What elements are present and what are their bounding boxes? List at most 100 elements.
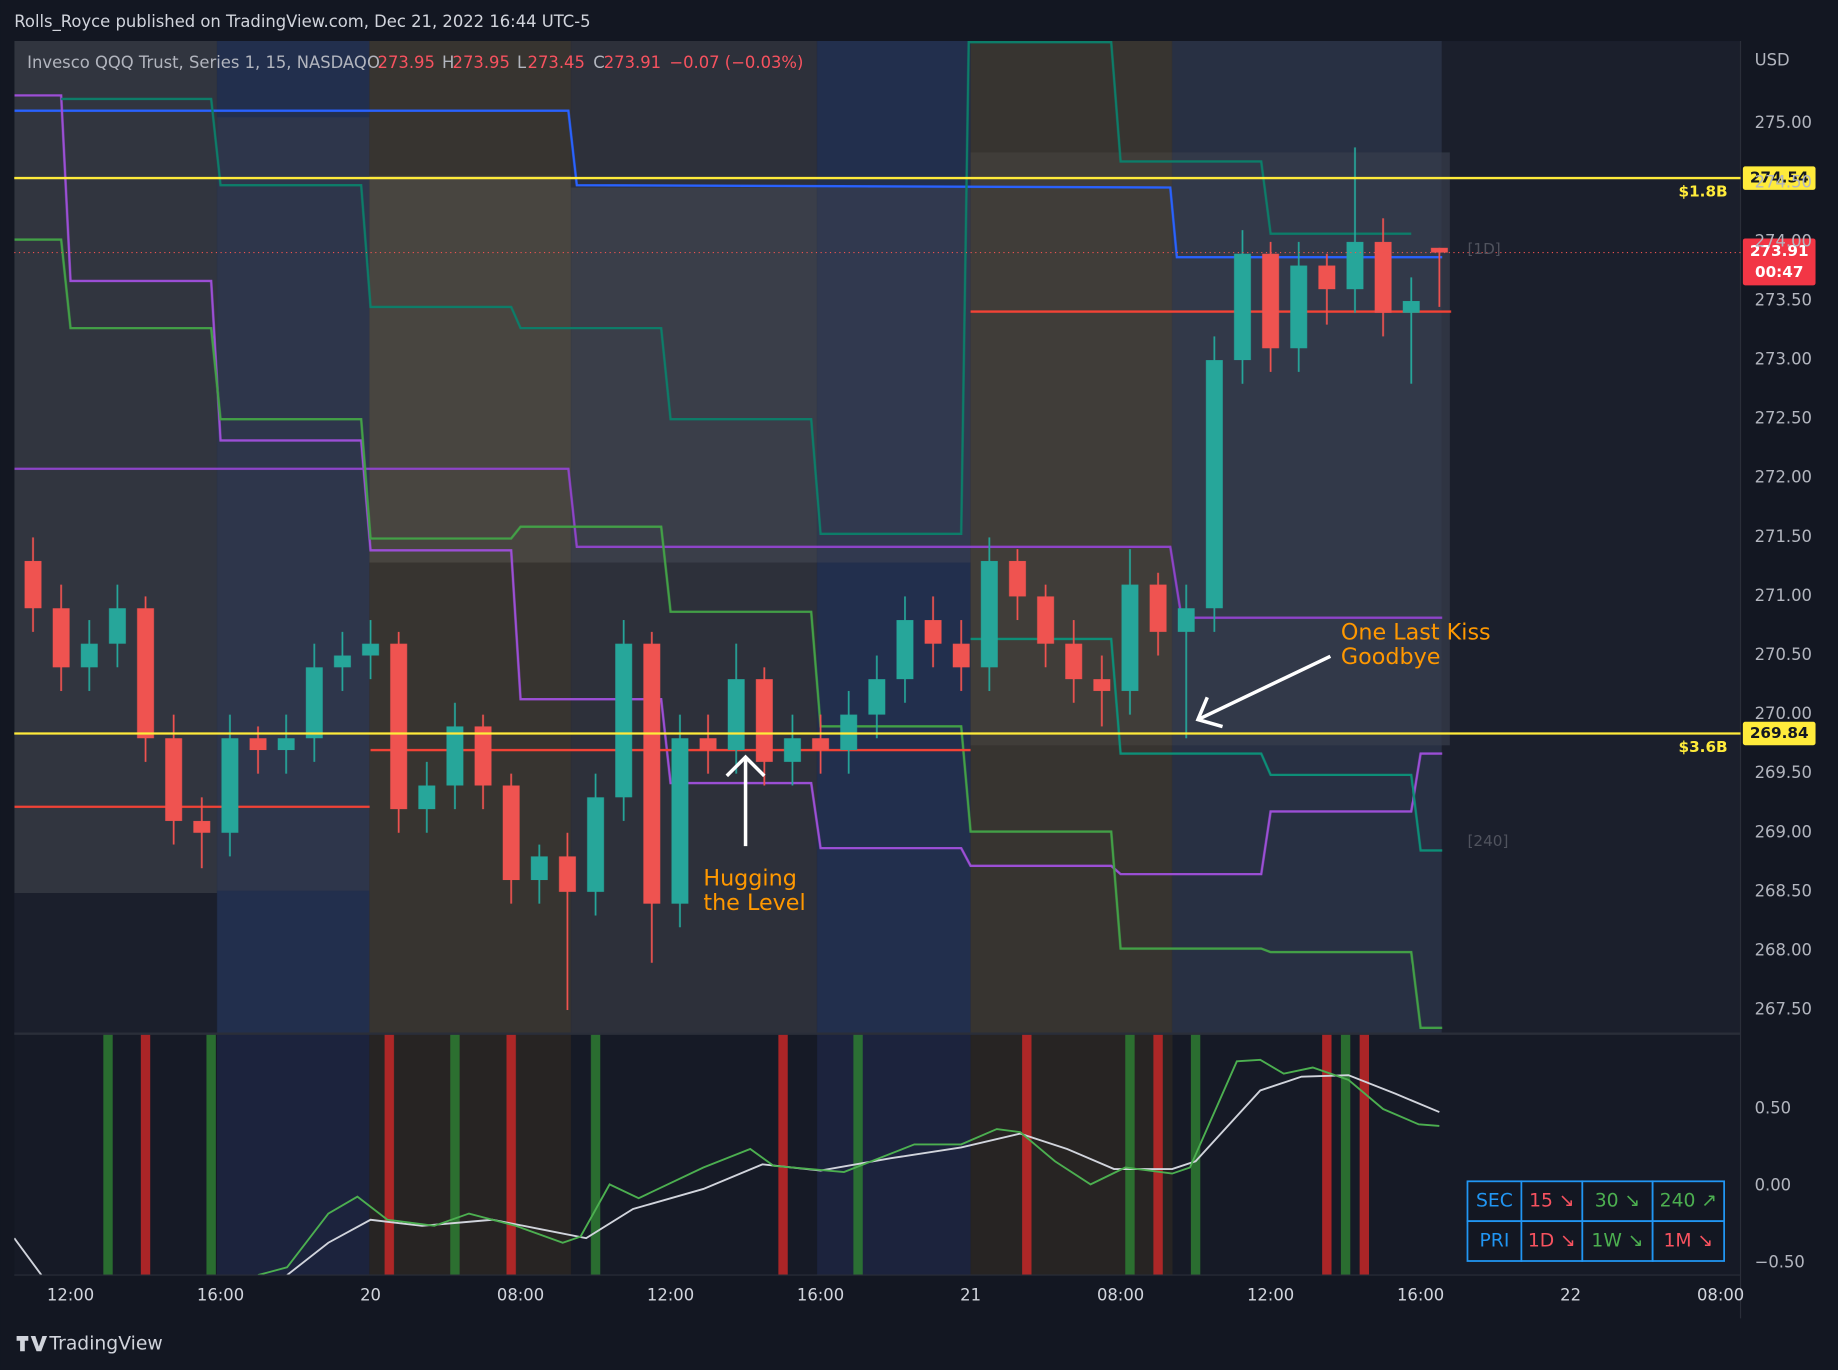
y-tick-label: 271.00 [1755, 586, 1812, 605]
candle-body [671, 738, 689, 904]
candle-body [699, 738, 717, 751]
candle-body [446, 726, 464, 786]
table-cell [1651, 1220, 1726, 1262]
candle-body [1093, 679, 1111, 691]
table-text: SEC [1476, 1191, 1513, 1212]
candle-body [980, 560, 998, 668]
candle-body [755, 679, 773, 762]
table-text: PRI [1479, 1231, 1509, 1252]
indicator-line [257, 1058, 1440, 1276]
candle-body [840, 714, 858, 751]
signal-bar [1322, 1033, 1332, 1276]
signal-bar [1340, 1033, 1351, 1276]
candle-body [108, 608, 126, 644]
candle-body [221, 738, 239, 833]
session [217, 1033, 370, 1276]
table-text: 30 ↘ [1595, 1191, 1641, 1212]
annotation: the Level [703, 890, 805, 916]
x-tick-label: 16:00 [1397, 1286, 1444, 1305]
candle-body [530, 856, 548, 881]
session [817, 1033, 971, 1276]
level-name: $3.6B [1678, 738, 1727, 756]
x-tick-label: 12:00 [47, 1286, 94, 1305]
session [217, 117, 370, 891]
signal-bar [140, 1033, 151, 1276]
y-tick-label: 267.50 [1755, 1000, 1812, 1019]
candle-body [502, 785, 520, 881]
arrow [1195, 654, 1332, 729]
y-tick-label: 272.50 [1755, 409, 1812, 428]
candle-body [868, 679, 886, 715]
indicator-line [14, 238, 1443, 1029]
price-plot [14, 41, 1452, 1029]
annotation: One Last Kiss [1341, 619, 1491, 645]
oscillator-plot [14, 1033, 1440, 1276]
signal-bar [450, 1033, 460, 1276]
countdown: 00:47 [1755, 263, 1803, 281]
signal-bar [1153, 1033, 1163, 1276]
table-cell [1581, 1220, 1654, 1262]
candle-body [390, 643, 408, 810]
table-cell [1466, 1220, 1523, 1262]
candle-body [1234, 253, 1251, 361]
annotation: Goodbye [1341, 644, 1441, 670]
candle-body [783, 738, 801, 762]
x-tick-label: 08:00 [1697, 1286, 1744, 1305]
candle-body [249, 738, 267, 751]
session [970, 1033, 1173, 1276]
session [817, 187, 971, 563]
y-tick-label: 271.50 [1755, 527, 1812, 546]
indicator-line [970, 637, 1443, 852]
ohlc-value: 273.45 [528, 53, 585, 72]
candle-body [80, 643, 98, 668]
y-tick-label: 0.00 [1755, 1175, 1792, 1194]
y-tick-label: 0.50 [1755, 1099, 1792, 1118]
ohlc-label: O [367, 53, 380, 72]
x-tick-label: 12:00 [647, 1286, 694, 1305]
signal-bar [1022, 1033, 1032, 1276]
price-badge [1742, 166, 1816, 190]
table-cell [1520, 1220, 1584, 1262]
y-tick-label: 270.00 [1755, 704, 1812, 723]
signal-bar [1125, 1033, 1135, 1276]
x-tick-label: 21 [960, 1286, 981, 1305]
symbol-title: Invesco QQQ Trust, Series 1, 15, NASDAQ [27, 53, 367, 72]
indicator-line [14, 94, 1443, 876]
candle-body [1430, 247, 1448, 253]
ohlc-label: H [442, 53, 454, 72]
signal-bar [778, 1033, 788, 1276]
candle-body [924, 620, 942, 644]
candle-body [727, 679, 745, 751]
y-tick-label: 269.00 [1755, 822, 1812, 841]
candle-body [333, 655, 351, 668]
table-text: 240 ↗ [1660, 1191, 1717, 1212]
y-tick-label: 274.50 [1755, 172, 1812, 191]
y-tick-label: 269.50 [1755, 763, 1812, 782]
signal-bar [384, 1033, 394, 1276]
candle-body [193, 820, 211, 833]
indicator-line [14, 467, 1443, 619]
candle-body [165, 738, 183, 821]
price-badge-label: 269.84 [1750, 724, 1809, 742]
candle-body [587, 797, 604, 892]
y-tick-label: 274.00 [1755, 231, 1812, 250]
table-text: 15 ↘ [1529, 1191, 1575, 1212]
x-tick-label: 12:00 [1247, 1286, 1294, 1305]
candle-body [1290, 265, 1308, 349]
signal-bar [103, 1033, 113, 1276]
y-tick-label: 273.50 [1755, 290, 1812, 309]
candle-body [52, 608, 70, 668]
marks [14, 41, 1452, 1276]
candle-body [1346, 241, 1364, 290]
level-name: $1.8B [1678, 183, 1727, 201]
candle-body [558, 856, 576, 892]
table-cell [1520, 1180, 1584, 1223]
signal-bar [1359, 1033, 1370, 1276]
published-line: Rolls_Royce published on TradingView.com… [14, 12, 590, 32]
candle-body [1177, 608, 1195, 632]
ohlc-value: 273.95 [453, 53, 510, 72]
ohlc-value: 273.91 [604, 53, 661, 72]
y-tick-label: 268.00 [1755, 940, 1812, 959]
x-tick-label: 20 [360, 1286, 381, 1305]
indicator-line [14, 1074, 1440, 1276]
